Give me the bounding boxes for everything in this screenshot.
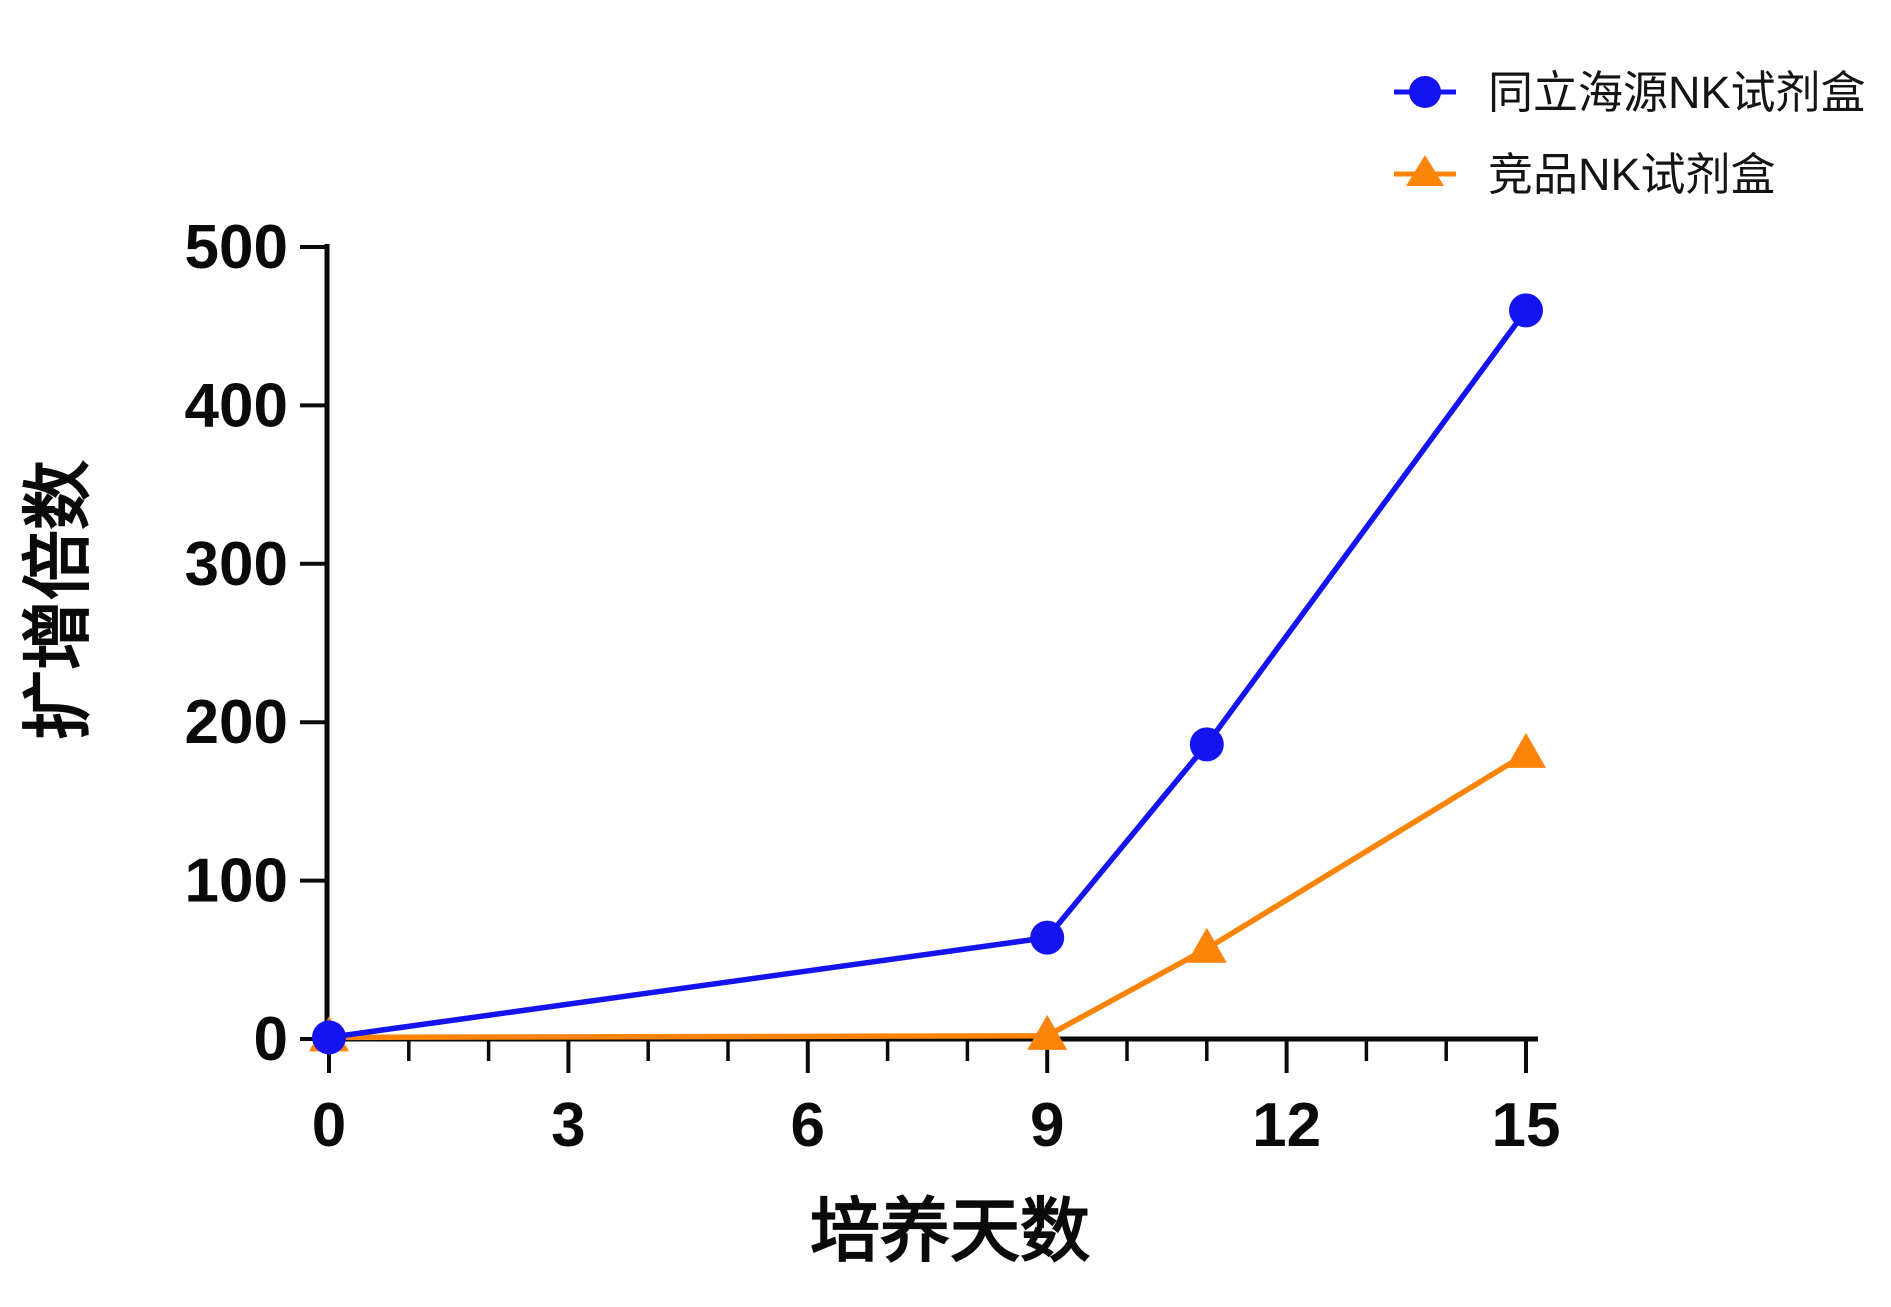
y-axis-ticks xyxy=(300,245,327,1041)
x-axis-tick-label: 6 xyxy=(791,1091,825,1160)
y-axis-tick-label: 300 xyxy=(185,530,288,599)
legend-circle-marker-icon xyxy=(1409,76,1441,108)
series-line xyxy=(326,751,1529,1041)
legend-item-tonglihaiyuan: 同立海源NK试剂盒 xyxy=(1394,67,1866,118)
y-axis-tick-label: 400 xyxy=(185,371,288,440)
x-axis-tick-label: 9 xyxy=(1030,1091,1064,1160)
x-axis-tick-label: 15 xyxy=(1492,1091,1561,1160)
legend: 同立海源NK试剂盒 竞品NK试剂盒 xyxy=(1394,67,1866,200)
data-point-marker-circle xyxy=(1030,920,1065,955)
data-point-marker-circle xyxy=(1189,727,1224,762)
data-point-marker-circle xyxy=(1509,293,1543,328)
y-axis-tick-label: 0 xyxy=(254,1005,288,1074)
x-axis-tick-label: 0 xyxy=(312,1091,346,1160)
y-axis-title: 扩增倍数 xyxy=(19,460,97,740)
x-axis-tick-label: 12 xyxy=(1252,1091,1321,1160)
x-axis-tick-label: 3 xyxy=(551,1091,585,1160)
data-point-marker-triangle xyxy=(1506,732,1546,768)
data-point-marker-triangle xyxy=(1186,927,1227,963)
y-axis-tick-label: 200 xyxy=(185,688,288,757)
series-line xyxy=(326,307,1529,1041)
y-axis-tick-labels: 0 100 200 300 400 500 xyxy=(185,213,288,1074)
data-point-marker-triangle xyxy=(1027,1014,1068,1050)
x-axis-ticks xyxy=(327,1039,1528,1073)
y-axis-tick-label: 500 xyxy=(185,213,288,282)
x-axis-tick-labels: 0 3 6 9 12 15 xyxy=(312,1091,1561,1160)
y-axis-tick-label: 100 xyxy=(185,847,288,916)
legend-triangle-marker-icon xyxy=(1406,155,1444,186)
series-orange-triangles xyxy=(309,732,1546,1052)
legend-label-competitor: 竞品NK试剂盒 xyxy=(1488,149,1776,200)
x-axis-title: 培养天数 xyxy=(810,1192,1090,1270)
series-blue-circles xyxy=(312,293,1543,1055)
legend-label-tonglihaiyuan: 同立海源NK试剂盒 xyxy=(1488,67,1866,118)
data-point-marker-circle xyxy=(312,1020,346,1055)
axes: 0 100 200 300 400 500 0 3 6 9 12 15 xyxy=(185,213,1561,1160)
legend-item-competitor: 竞品NK试剂盒 xyxy=(1394,149,1776,200)
series-layer xyxy=(309,293,1546,1055)
